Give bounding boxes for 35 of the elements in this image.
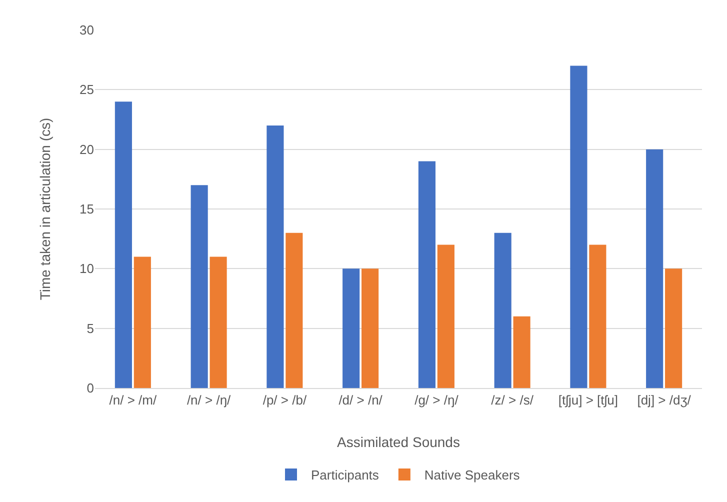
bar	[665, 268, 682, 388]
bar	[513, 316, 530, 388]
legend-label: Native Speakers	[424, 468, 520, 483]
y-tick-label: 5	[86, 320, 94, 336]
x-tick-label: /g/ > /ŋ/	[414, 392, 459, 408]
x-tick-label: [tʃju] > [tʃu]	[558, 392, 618, 408]
legend-label: Participants	[311, 468, 380, 483]
y-tick-label: 15	[80, 202, 94, 217]
bar	[210, 256, 227, 388]
bar	[437, 244, 454, 388]
bar	[286, 232, 303, 388]
bar	[646, 149, 664, 388]
y-axis-title: Time taken in articulation (cs)	[37, 118, 54, 300]
x-tick-label: /d/ > /n/	[338, 392, 383, 408]
bar	[570, 66, 588, 388]
bar	[266, 125, 284, 388]
y-tick-label: 10	[80, 261, 94, 276]
x-tick-label: /n/ > /ŋ/	[186, 392, 232, 408]
x-tick-label: [dj] > /dʒ/	[637, 392, 692, 408]
y-tick-label: 0	[86, 380, 94, 396]
x-tick-label: /p/ > /b/	[262, 392, 307, 408]
x-tick-label: /n/ > /m/	[109, 392, 157, 408]
bar	[114, 102, 132, 388]
bar	[589, 244, 606, 388]
bar	[342, 268, 360, 388]
bar	[190, 185, 208, 388]
y-tick-label: 25	[80, 82, 94, 98]
x-tick-label: /z/ > /s/	[491, 392, 534, 408]
y-tick-label: 20	[80, 142, 94, 157]
bar	[418, 161, 436, 388]
bar	[362, 268, 379, 388]
y-tick-label: 30	[80, 22, 94, 38]
bar	[134, 256, 151, 388]
x-axis-title: Assimilated Sounds	[337, 434, 460, 450]
bar	[494, 232, 512, 388]
